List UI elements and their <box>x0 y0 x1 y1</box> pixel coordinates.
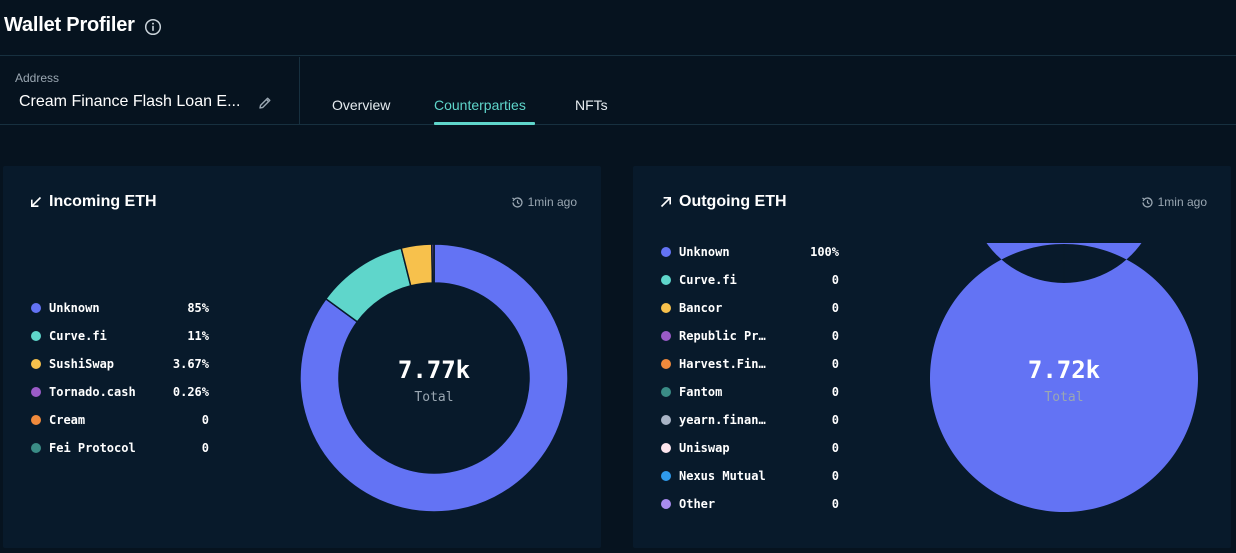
legend-label: Other <box>679 497 716 511</box>
incoming-donut-svg <box>299 243 569 513</box>
legend-label: yearn.finan… <box>679 413 766 427</box>
legend-dot <box>661 247 671 257</box>
legend-value: 0 <box>201 441 209 455</box>
incoming-donut-chart: 7.77k Total <box>299 243 569 518</box>
tab-counterparties[interactable]: Counterparties <box>434 97 526 113</box>
active-tab-indicator <box>434 122 535 125</box>
legend-label: Fei Protocol <box>49 441 136 455</box>
page-header: Wallet Profiler <box>0 0 1236 56</box>
legend-value: 0 <box>201 413 209 427</box>
clock-refresh-icon <box>1141 196 1153 208</box>
legend-dot <box>31 443 41 453</box>
arrow-down-left-icon <box>31 196 42 207</box>
legend-item[interactable]: Uniswap 0 <box>659 440 839 456</box>
legend-value: 11% <box>187 329 209 343</box>
incoming-total-value: 7.77k <box>397 356 471 384</box>
legend-dot <box>31 359 41 369</box>
legend-item[interactable]: yearn.finan… 0 <box>659 412 839 428</box>
legend-item[interactable]: Other 0 <box>659 496 839 512</box>
legend-label: Nexus Mutual <box>679 469 766 483</box>
legend-label: SushiSwap <box>49 357 115 371</box>
legend-item[interactable]: SushiSwap 3.67% <box>29 356 209 372</box>
legend-label: Bancor <box>679 301 723 315</box>
legend-value: 0 <box>831 273 839 287</box>
legend-value: 0.26% <box>172 385 209 399</box>
legend-item[interactable]: Cream 0 <box>29 412 209 428</box>
outgoing-updated-text: 1min ago <box>1157 195 1207 209</box>
legend-item[interactable]: Curve.fi 11% <box>29 328 209 344</box>
outgoing-total-label: Total <box>1044 390 1084 405</box>
legend-dot <box>661 471 671 481</box>
legend-label: Curve.fi <box>679 273 737 287</box>
legend-item[interactable]: Nexus Mutual 0 <box>659 468 839 484</box>
legend-dot <box>661 443 671 453</box>
legend-dot <box>31 415 41 425</box>
outgoing-donut-chart: 7.72k Total <box>929 93 1199 518</box>
legend-label: Unknown <box>49 301 100 315</box>
incoming-total-label: Total <box>414 390 454 405</box>
address-value: Cream Finance Flash Loan E... <box>19 93 241 110</box>
legend-label: Cream <box>49 413 86 427</box>
legend-item[interactable]: Fei Protocol 0 <box>29 440 209 456</box>
legend-item[interactable]: Fantom 0 <box>659 384 839 400</box>
page-title: Wallet Profiler <box>4 14 135 36</box>
address-label: Address <box>15 71 60 85</box>
outgoing-eth-panel: Outgoing ETH 1min ago Unknown 100% Curve.f… <box>633 93 1231 548</box>
legend-item[interactable]: Republic Pr… 0 <box>659 328 839 344</box>
incoming-updated-text: 1min ago <box>527 195 577 209</box>
legend-item[interactable]: Bancor 0 <box>659 300 839 316</box>
clock-refresh-icon <box>511 196 523 208</box>
donut-slice-unknown[interactable] <box>299 243 569 513</box>
legend-dot <box>31 331 41 341</box>
legend-dot <box>661 415 671 425</box>
arrow-up-right-icon <box>660 197 671 208</box>
legend-dot <box>661 303 671 313</box>
legend-label: Tornado.cash <box>49 385 136 399</box>
tab-overview[interactable]: Overview <box>332 97 391 113</box>
legend-dot <box>661 331 671 341</box>
legend-label: Harvest.Fin… <box>679 357 766 371</box>
legend-value: 0 <box>831 413 839 427</box>
legend-value: 0 <box>831 497 839 511</box>
legend-value: 0 <box>831 329 839 343</box>
outgoing-title: Outgoing ETH <box>659 193 787 211</box>
legend-dot <box>661 499 671 509</box>
legend-value: 100% <box>810 245 839 259</box>
address-box: Address Cream Finance Flash Loan E... <box>0 57 300 125</box>
outgoing-updated: 1min ago <box>1141 195 1207 209</box>
legend-value: 0 <box>831 301 839 315</box>
legend-dot <box>31 387 41 397</box>
incoming-title-text: Incoming ETH <box>49 193 157 210</box>
legend-label: Curve.fi <box>49 329 107 343</box>
legend-item[interactable]: Unknown 85% <box>29 300 209 316</box>
outgoing-total-value: 7.72k <box>1027 356 1101 384</box>
legend-dot <box>661 359 671 369</box>
legend-dot <box>661 275 671 285</box>
legend-value: 85% <box>187 301 209 315</box>
outgoing-title-text: Outgoing ETH <box>679 193 787 210</box>
legend-dot <box>661 387 671 397</box>
legend-value: 0 <box>831 441 839 455</box>
legend-item[interactable]: Unknown 100% <box>659 244 839 260</box>
legend-value: 0 <box>831 469 839 483</box>
legend-label: Unknown <box>679 245 730 259</box>
sub-navigation: Address Cream Finance Flash Loan E... Ov… <box>0 57 1236 125</box>
tab-nfts[interactable]: NFTs <box>575 97 608 113</box>
legend-item[interactable]: Curve.fi 0 <box>659 272 839 288</box>
legend-label: Uniswap <box>679 441 730 455</box>
info-icon[interactable] <box>144 18 162 36</box>
legend-item[interactable]: Harvest.Fin… 0 <box>659 356 839 372</box>
legend-value: 3.67% <box>172 357 209 371</box>
legend-value: 0 <box>831 357 839 371</box>
incoming-eth-panel: Incoming ETH 1min ago Unknown 85% Curve.fi… <box>3 166 601 548</box>
pencil-icon[interactable] <box>257 95 273 111</box>
legend-dot <box>31 303 41 313</box>
legend-value: 0 <box>831 385 839 399</box>
incoming-updated: 1min ago <box>511 195 577 209</box>
incoming-title: Incoming ETH <box>29 193 157 211</box>
legend-item[interactable]: Tornado.cash 0.26% <box>29 384 209 400</box>
legend-label: Fantom <box>679 385 723 399</box>
legend-label: Republic Pr… <box>679 329 766 343</box>
